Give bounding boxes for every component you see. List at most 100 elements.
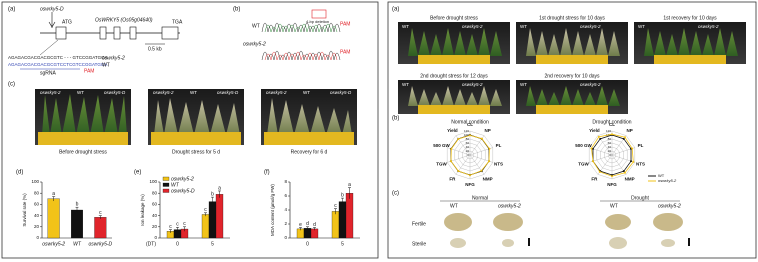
pam-label: PAM — [84, 68, 94, 74]
r-tick-label: 0 — [609, 153, 611, 157]
error-bar — [218, 190, 221, 198]
line-label: WT — [303, 90, 310, 95]
trace-label: oswrky5-2 — [243, 41, 266, 47]
pam-label: PAM — [340, 49, 350, 55]
line-label: WT — [610, 203, 618, 209]
photo: oswrky5-2 WT oswrky5-D — [148, 89, 244, 145]
scale-bar: 0.5 kb — [148, 46, 162, 52]
significance-letter: b — [76, 202, 79, 208]
photo: oswrky5-2 WT oswrky5-D — [261, 89, 357, 145]
error-bar — [98, 215, 102, 219]
y-tick-label: 4 — [284, 207, 287, 212]
error-bar — [334, 208, 337, 215]
r-tick-label: 80 — [466, 137, 470, 141]
error-bar — [313, 227, 316, 231]
radar-point — [598, 170, 601, 173]
radar-point — [449, 160, 452, 163]
condition-title: Normal — [472, 195, 488, 201]
plants — [408, 86, 502, 106]
y-tick-label: 80 — [152, 190, 158, 195]
error-bar — [183, 226, 186, 232]
axis-label: NFG — [607, 182, 617, 187]
error-bar — [299, 227, 302, 231]
significance-letter: d — [313, 222, 316, 228]
x-tick-label: 5 — [211, 241, 214, 247]
legend-swatch — [162, 182, 170, 187]
radar-point — [611, 133, 613, 136]
line-label: WT — [402, 24, 409, 29]
r-tick-label: 60 — [608, 141, 612, 145]
x-tick-label: 5 — [341, 241, 344, 247]
r-tick-label: 120 — [464, 129, 469, 133]
legend-swatch — [162, 188, 170, 193]
line-label: oswrky5-2 — [580, 24, 601, 29]
significance-letter: d — [306, 221, 309, 227]
radar-point — [599, 137, 602, 140]
y-tick-label: 20 — [152, 224, 158, 229]
x-axis-title: (DT) — [146, 241, 156, 247]
y-tick-label: 6 — [284, 193, 287, 198]
axis-label: TGW — [436, 161, 447, 166]
photo-caption: 2nd recovery for 10 days — [544, 73, 600, 79]
significance-letter: c — [204, 207, 207, 213]
panel-label: (a) — [8, 7, 15, 13]
bar — [208, 201, 217, 239]
photo-caption: Before drought stress — [59, 149, 107, 155]
x-tick-label: 0 — [306, 241, 309, 247]
grain-photos: (c) Normal Drought WT oswrky5-2 WT oswrk… — [392, 191, 690, 249]
axis-label: FR — [449, 176, 456, 181]
panel-label: (d) — [16, 170, 23, 176]
panel-label: (b) — [392, 116, 399, 122]
r-tick-label: 60 — [466, 141, 470, 145]
sequence-name: oswrky5-2 — [102, 55, 125, 61]
r-tick-label: 80 — [608, 137, 612, 141]
significance-letter: c — [334, 203, 337, 209]
pot — [418, 105, 490, 114]
bar — [303, 228, 312, 239]
pot — [418, 55, 490, 64]
line-label: oswrky5-D — [217, 90, 239, 95]
plant-photos: (c) oswrky5-2 WT oswrky5-D oswrky5-2 WT … — [8, 82, 357, 155]
mutant-name: oswrky5-D — [40, 6, 64, 12]
line-label: WT — [450, 203, 458, 209]
significance-letter: c — [99, 210, 102, 216]
significance-letter: c — [169, 224, 172, 230]
axis-label: TGW — [578, 161, 589, 166]
legend-swatch — [162, 176, 170, 181]
significance-letter: c — [176, 222, 179, 228]
r-tick-label: 40 — [466, 145, 470, 149]
radar-point — [631, 147, 634, 150]
plants — [644, 28, 738, 56]
photo-caption: 2nd drought stress for 12 days — [420, 73, 488, 79]
panel-frame — [387, 1, 757, 259]
y-tick-label: 2 — [284, 221, 287, 226]
r-tick-label: 20 — [608, 149, 612, 153]
pot — [536, 105, 608, 114]
trace-label: WT — [252, 23, 260, 29]
panel-label: (f) — [264, 170, 270, 176]
radar-point — [623, 136, 626, 139]
error-bar — [169, 229, 172, 233]
x-tick-label: 0 — [176, 241, 179, 247]
radar-point — [488, 147, 491, 150]
legend-label: WT — [171, 182, 180, 188]
error-bar — [348, 187, 351, 199]
line-label: oswrky5-2 — [698, 24, 719, 29]
line-label: WT — [520, 24, 527, 29]
axis-label: 500 GW — [575, 143, 592, 148]
condition-title: Drought — [631, 195, 649, 201]
y-tick-label: 60 — [152, 202, 158, 207]
significance-letter: e — [299, 222, 302, 228]
x-tick-label: oswrky5-D — [89, 241, 113, 247]
r-tick-label: 20 — [466, 149, 470, 153]
legend-label: WT — [658, 173, 665, 178]
significance-letter: a — [52, 191, 55, 197]
y-axis-title: MDA content (µmol/g FW) — [270, 184, 275, 236]
axis-label: NMP — [483, 176, 493, 181]
photo-caption: Before drought stress — [430, 15, 478, 21]
axis-label: CL — [609, 122, 615, 127]
plants — [526, 86, 620, 106]
legend-label: oswrky5-D — [171, 188, 195, 194]
x-tick-label: WT — [73, 241, 82, 247]
r-tick-label: 100 — [464, 133, 469, 137]
